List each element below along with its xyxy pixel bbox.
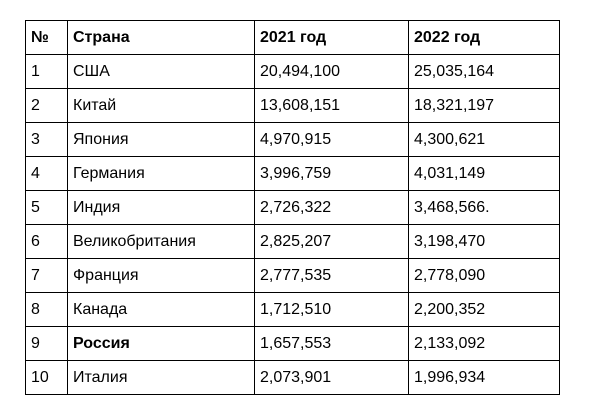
row-number: 1: [25, 54, 68, 89]
value-2021: 1,712,510: [254, 292, 409, 327]
country-name: Япония: [67, 122, 255, 157]
value-2021: 3,996,759: [254, 156, 409, 191]
value-2022: 18,321,197: [408, 88, 560, 123]
table-row: 10 Италия 2,073,901 1,996,934: [25, 360, 560, 395]
value-2021: 2,777,535: [254, 258, 409, 293]
table-row: 5 Индия 2,726,322 3,468,566.: [25, 190, 560, 225]
value-2022: 4,031,149: [408, 156, 560, 191]
value-2021: 1,657,553: [254, 326, 409, 361]
row-number: 6: [25, 224, 68, 259]
country-name: Италия: [67, 360, 255, 395]
country-name: Германия: [67, 156, 255, 191]
value-2021: 2,726,322: [254, 190, 409, 225]
table-body: 1 США 20,494,100 25,035,164 2 Китай 13,608,151…: [25, 54, 560, 395]
row-number: 7: [25, 258, 68, 293]
value-2022: 4,300,621: [408, 122, 560, 157]
value-2021: 13,608,151: [254, 88, 409, 123]
value-2021: 20,494,100: [254, 54, 409, 89]
table-row: 4 Германия 3,996,759 4,031,149: [25, 156, 560, 191]
gdp-table: № Страна 2021 год 2022 год 1 США 20,494,10…: [25, 20, 560, 395]
value-2022: 2,133,092: [408, 326, 560, 361]
header-2022: 2022 год: [408, 20, 560, 55]
table-row: 7 Франция 2,777,535 2,778,090: [25, 258, 560, 293]
table-row: 1 США 20,494,100 25,035,164: [25, 54, 560, 89]
table-row: 2 Китай 13,608,151 18,321,197: [25, 88, 560, 123]
country-name: США: [67, 54, 255, 89]
table-row: 3 Япония 4,970,915 4,300,621: [25, 122, 560, 157]
value-2022: 25,035,164: [408, 54, 560, 89]
row-number: 2: [25, 88, 68, 123]
country-name: Китай: [67, 88, 255, 123]
row-number: 8: [25, 292, 68, 327]
table-row: 9 Россия 1,657,553 2,133,092: [25, 326, 560, 361]
value-2022: 2,778,090: [408, 258, 560, 293]
country-name: Франция: [67, 258, 255, 293]
value-2021: 4,970,915: [254, 122, 409, 157]
value-2022: 3,468,566.: [408, 190, 560, 225]
header-number: №: [25, 20, 68, 55]
value-2022: 2,200,352: [408, 292, 560, 327]
table-row: 8 Канада 1,712,510 2,200,352: [25, 292, 560, 327]
value-2021: 2,073,901: [254, 360, 409, 395]
row-number: 3: [25, 122, 68, 157]
header-2021: 2021 год: [254, 20, 409, 55]
header-row: № Страна 2021 год 2022 год: [25, 20, 560, 55]
value-2021: 2,825,207: [254, 224, 409, 259]
country-name: Россия: [67, 326, 255, 361]
country-name: Канада: [67, 292, 255, 327]
row-number: 5: [25, 190, 68, 225]
row-number: 9: [25, 326, 68, 361]
value-2022: 3,198,470: [408, 224, 560, 259]
row-number: 4: [25, 156, 68, 191]
country-name: Великобритания: [67, 224, 255, 259]
value-2022: 1,996,934: [408, 360, 560, 395]
row-number: 10: [25, 360, 68, 395]
table-row: 6 Великобритания 2,825,207 3,198,470: [25, 224, 560, 259]
header-country: Страна: [67, 20, 255, 55]
country-name: Индия: [67, 190, 255, 225]
